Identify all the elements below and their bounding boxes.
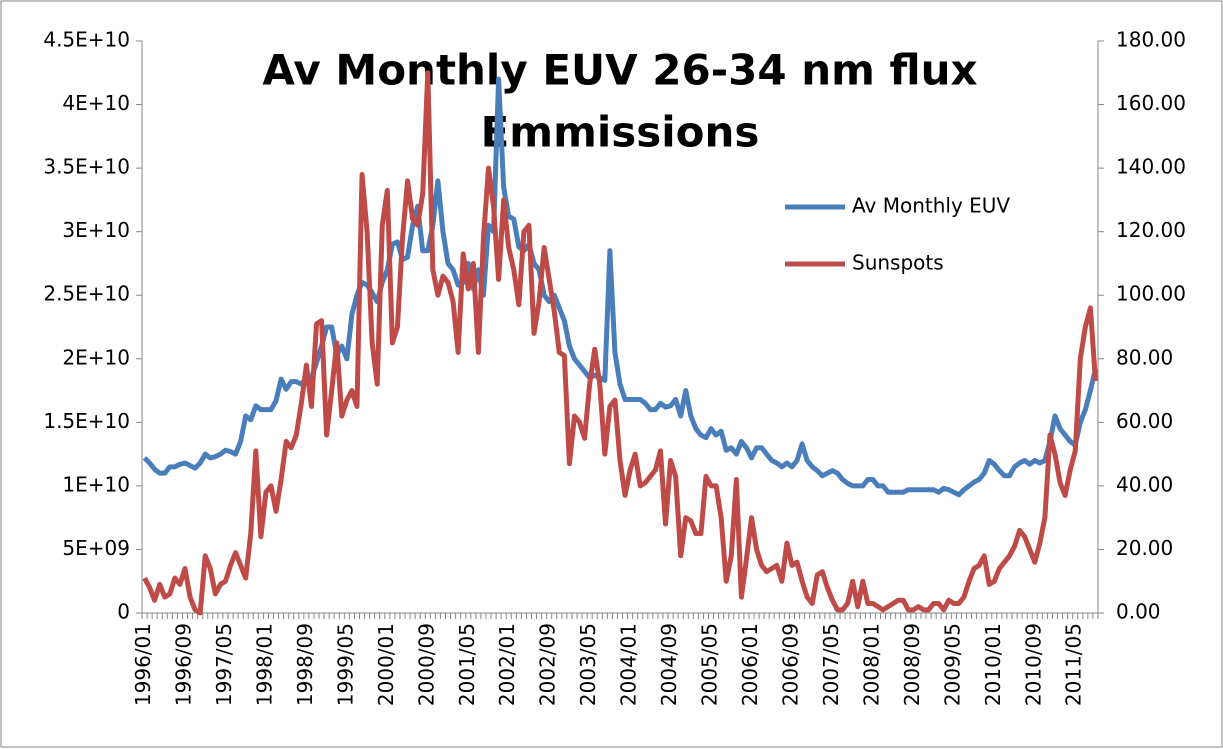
- y2-tick-label: 20.00: [1116, 536, 1173, 560]
- x-tick-label: 2004/01: [617, 623, 641, 706]
- x-tick-label: 2001/05: [455, 623, 479, 706]
- x-tick-label: 2000/09: [414, 623, 438, 706]
- x-tick-label: 2011/05: [1062, 623, 1086, 706]
- y2-tick-label: 40.00: [1116, 472, 1173, 496]
- y-tick-label: 1E+10: [62, 472, 130, 496]
- data-line: [142, 70, 1098, 616]
- y2-tick-label: 100.00: [1116, 282, 1186, 306]
- y2-tick-label: 60.00: [1116, 409, 1173, 433]
- x-tick-label: 2008/09: [900, 623, 924, 706]
- x-tick-label: 1998/09: [293, 623, 317, 706]
- y-tick-label: 2.5E+10: [43, 282, 130, 306]
- x-tick-label: 2003/05: [576, 623, 600, 706]
- x-tick-label: 2010/01: [981, 623, 1005, 706]
- x-tick-label: 2006/09: [778, 623, 802, 706]
- x-tick-label: 2006/01: [738, 623, 762, 706]
- x-tick-label: 1999/05: [333, 623, 357, 706]
- y-tick-label: 4E+10: [62, 91, 130, 115]
- y2-tick-label: 160.00: [1116, 91, 1186, 115]
- x-tick-label: 2010/09: [1021, 623, 1045, 706]
- y-tick-label: 5E+09: [62, 536, 130, 560]
- x-tick-label: 2004/09: [657, 623, 681, 706]
- y2-tick-label: 120.00: [1116, 218, 1186, 242]
- y-tick-label: 4.5E+10: [43, 28, 130, 52]
- x-tick-label: 1998/01: [252, 623, 276, 706]
- chart-title: Emmissions: [481, 108, 760, 157]
- y2-tick-label: 140.00: [1116, 155, 1186, 179]
- x-tick-label: 2008/01: [859, 623, 883, 706]
- x-tick-label: 2009/05: [940, 623, 964, 706]
- y2-tick-label: 180.00: [1116, 28, 1186, 52]
- x-tick-label: 2007/05: [819, 623, 843, 706]
- x-tick-label: 1996/01: [131, 623, 155, 706]
- y-tick-label: 2E+10: [62, 345, 130, 369]
- y-tick-label: 3.5E+10: [43, 155, 130, 179]
- x-tick-label: 2005/05: [698, 623, 722, 706]
- y-tick-label: 0: [117, 600, 130, 624]
- x-tick-label: 2002/01: [495, 623, 519, 706]
- y-tick-label: 3E+10: [62, 218, 130, 242]
- legend-label: Av Monthly EUV: [852, 194, 1010, 218]
- x-tick-label: 2000/01: [374, 623, 398, 706]
- y-tick-label: 1.5E+10: [43, 409, 130, 433]
- x-tick-label: 1996/09: [171, 623, 195, 706]
- legend-label: Sunspots: [852, 251, 944, 275]
- x-tick-label: 1997/05: [212, 623, 236, 706]
- y2-tick-label: 0.00: [1116, 600, 1161, 624]
- x-tick-label: 2002/09: [536, 623, 560, 706]
- y2-tick-label: 80.00: [1116, 345, 1173, 369]
- chart-title: Av Monthly EUV 26-34 nm flux: [262, 46, 977, 95]
